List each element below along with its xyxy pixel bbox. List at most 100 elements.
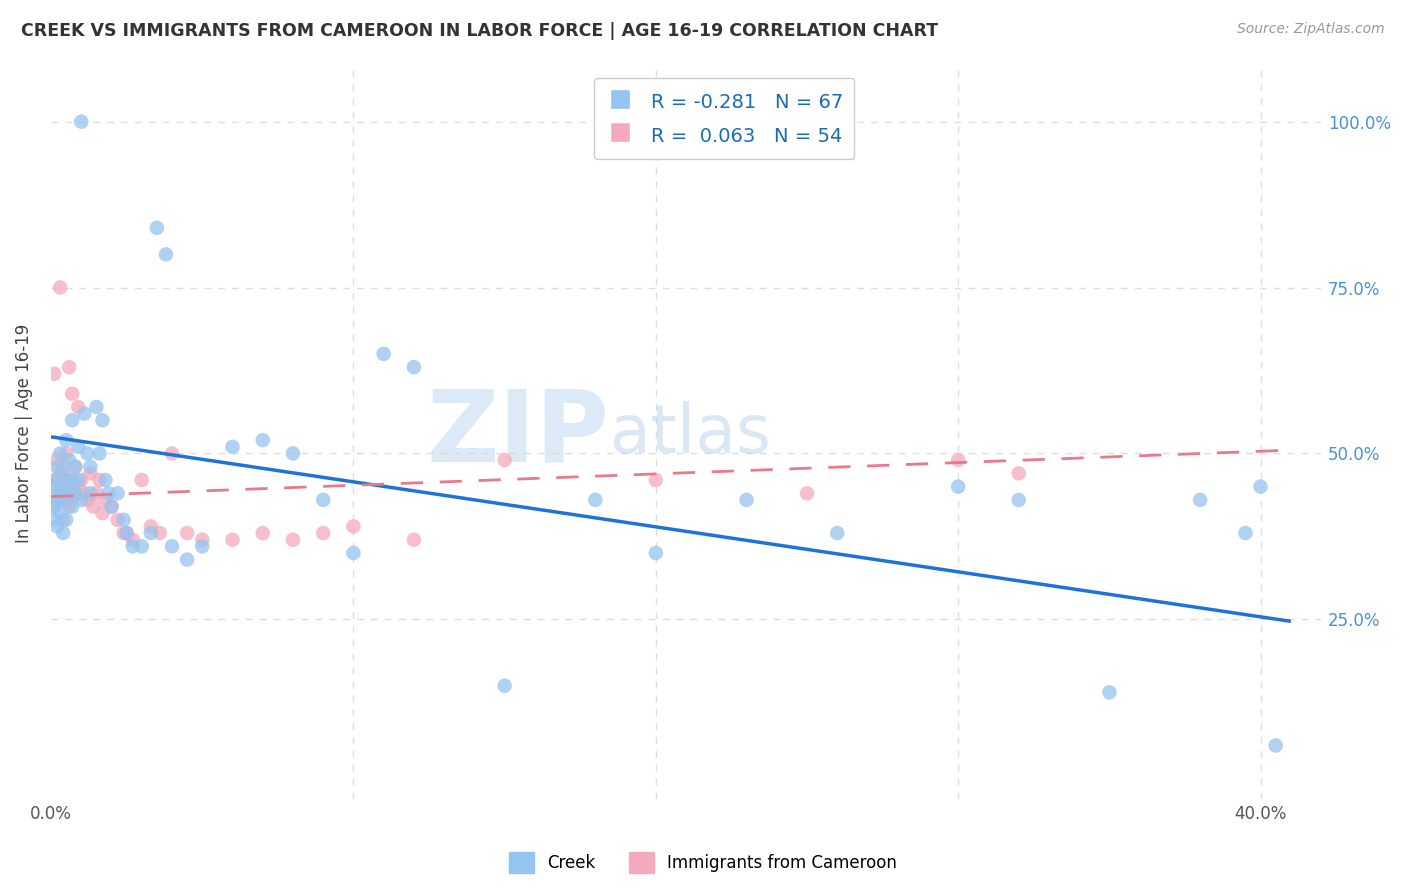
Point [46,492,69,507]
Point [94,492,117,507]
Point [60,500,83,514]
Point [70,492,93,507]
Point [49,280,72,294]
Point [160,446,183,460]
Point [55,473,77,487]
Point [82,500,104,514]
Point [55,513,77,527]
Point [1008,492,1031,507]
Point [494,453,516,467]
Point [948,453,970,467]
Point [42,500,65,514]
Point [86,400,108,414]
Point [89,473,111,487]
Point [1008,467,1031,481]
Point [49,492,72,507]
Point [86,486,108,500]
Point [281,533,304,547]
Point [60,386,83,401]
Point [49,446,72,460]
Point [52,513,75,527]
Point [55,446,77,460]
Point [644,546,666,560]
Point [70,114,93,128]
Point [73,407,96,421]
Point [42,367,65,381]
Point [107,486,129,500]
Point [91,506,114,520]
Point [1098,685,1121,699]
Point [46,453,69,467]
Point [146,220,169,235]
Point [112,526,135,541]
Point [342,519,364,533]
Point [281,446,304,460]
Point [221,533,243,547]
Point [131,473,153,487]
Point [65,486,87,500]
Point [46,519,69,533]
Point [1234,526,1257,541]
Point [42,473,65,487]
Point [55,480,77,494]
Point [52,526,75,541]
Point [46,486,69,500]
Point [149,526,172,541]
Point [60,413,83,427]
Point [52,467,75,481]
Point [107,513,129,527]
Point [176,526,198,541]
Y-axis label: In Labor Force | Age 16-19: In Labor Force | Age 16-19 [15,324,32,543]
Legend: Creek, Immigrants from Cameroon: Creek, Immigrants from Cameroon [502,846,904,880]
Point [65,459,87,474]
Point [221,440,243,454]
Point [402,533,425,547]
Point [155,247,177,261]
Point [55,433,77,447]
Point [91,413,114,427]
Point [312,492,335,507]
Point [65,486,87,500]
Point [948,480,970,494]
Point [735,492,758,507]
Point [73,486,96,500]
Point [583,492,606,507]
Point [60,492,83,507]
Point [825,526,848,541]
Point [121,539,143,553]
Text: atlas: atlas [610,401,770,467]
Point [46,459,69,474]
Point [58,486,80,500]
Point [58,473,80,487]
Point [94,473,117,487]
Point [373,347,395,361]
Point [252,433,274,447]
Point [312,526,335,541]
Point [67,400,90,414]
Point [76,492,98,507]
Point [58,360,80,375]
Point [49,486,72,500]
Point [494,679,516,693]
Point [644,473,666,487]
Point [58,500,80,514]
Point [55,492,77,507]
Point [252,526,274,541]
Point [115,526,138,541]
Point [42,500,65,514]
Point [46,473,69,487]
Point [1264,739,1286,753]
Point [176,552,198,566]
Point [79,459,101,474]
Point [58,453,80,467]
Point [139,526,162,541]
Point [65,459,87,474]
Point [796,486,818,500]
Point [112,513,135,527]
Point [67,480,90,494]
Legend: R = -0.281   N = 67, R =  0.063   N = 54: R = -0.281 N = 67, R = 0.063 N = 54 [595,78,855,159]
Point [191,539,214,553]
Point [342,546,364,560]
Point [42,480,65,494]
Point [100,500,122,514]
